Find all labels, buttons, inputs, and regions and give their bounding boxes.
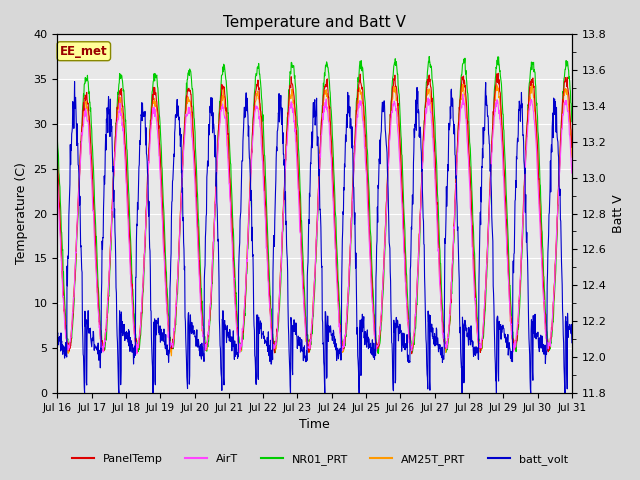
Text: EE_met: EE_met	[60, 45, 108, 58]
Y-axis label: Batt V: Batt V	[612, 194, 625, 233]
Y-axis label: Temperature (C): Temperature (C)	[15, 163, 28, 264]
Title: Temperature and Batt V: Temperature and Batt V	[223, 15, 406, 30]
Legend: PanelTemp, AirT, NR01_PRT, AM25T_PRT, batt_volt: PanelTemp, AirT, NR01_PRT, AM25T_PRT, ba…	[68, 450, 572, 469]
X-axis label: Time: Time	[300, 419, 330, 432]
